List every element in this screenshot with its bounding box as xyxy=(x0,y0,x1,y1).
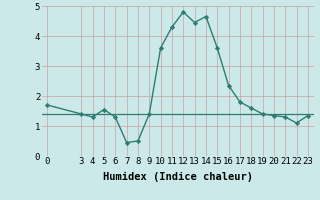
X-axis label: Humidex (Indice chaleur): Humidex (Indice chaleur) xyxy=(103,172,252,182)
